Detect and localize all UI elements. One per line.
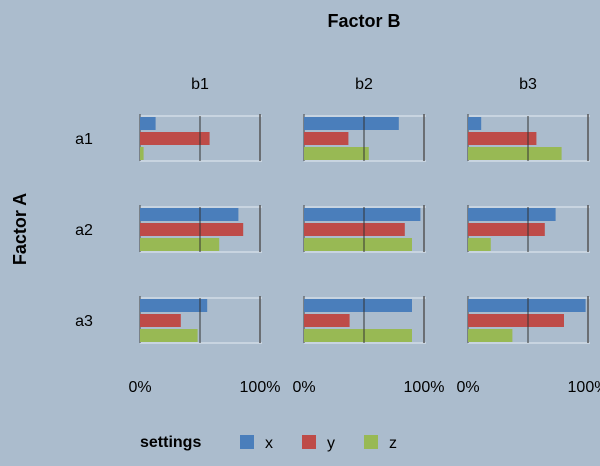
chart-title: Factor B — [327, 11, 400, 31]
bar-a3-b2-x — [304, 299, 412, 312]
panel-a2-b2 — [303, 205, 426, 253]
bar-a1-b1-y — [140, 132, 210, 145]
panel-a2-b3 — [467, 205, 590, 253]
panel-a3-b2 — [303, 296, 426, 344]
bar-a2-b1-z — [140, 238, 220, 251]
column-label-b2: b2 — [355, 76, 373, 93]
legend-swatch-y — [302, 435, 316, 449]
legend-swatch-x — [240, 435, 254, 449]
bar-a3-b3-y — [468, 314, 564, 327]
bar-a2-b2-y — [304, 223, 405, 236]
bar-a2-b3-y — [468, 223, 545, 236]
legend-swatch-z — [364, 435, 378, 449]
column-labels: b1 b2 b3 — [191, 76, 537, 93]
panel-a1-b3 — [467, 114, 590, 162]
bar-a3-b3-z — [468, 329, 513, 342]
bar-a1-b2-y — [304, 132, 349, 145]
bar-a1-b1-z — [140, 147, 144, 160]
row-label-a2: a2 — [75, 222, 93, 239]
bar-a3-b3-x — [468, 299, 586, 312]
legend-label-z: z — [389, 435, 397, 452]
panel-a3-b3 — [467, 296, 590, 344]
row-labels: a1 a2 a3 — [75, 131, 93, 330]
column-label-b1: b1 — [191, 76, 209, 93]
legend: settings x y z — [140, 434, 397, 452]
x-tick-b3-0: 0% — [456, 379, 479, 396]
bar-a2-b3-z — [468, 238, 491, 251]
bar-a3-b1-x — [140, 299, 208, 312]
bar-a3-b1-z — [140, 329, 198, 342]
legend-title: settings — [140, 434, 201, 451]
bar-a3-b2-z — [304, 329, 412, 342]
bar-a1-b2-x — [304, 117, 399, 130]
bar-a2-b3-x — [468, 208, 556, 221]
panel-a2-b1 — [139, 205, 262, 253]
panel-grid — [139, 114, 590, 344]
x-tick-b1-0: 0% — [128, 379, 151, 396]
panel-a3-b1 — [139, 296, 262, 344]
bar-a3-b1-y — [140, 314, 181, 327]
x-tick-b2-0: 0% — [292, 379, 315, 396]
panel-a1-b1 — [139, 114, 262, 162]
bar-a1-b1-x — [140, 117, 156, 130]
panel-a1-b2 — [303, 114, 426, 162]
bar-a1-b2-z — [304, 147, 369, 160]
bar-a3-b2-y — [304, 314, 350, 327]
x-tick-labels: 0% 100% 0% 100% 0% 100% — [128, 379, 600, 396]
legend-label-y: y — [327, 435, 335, 452]
bar-a1-b3-y — [468, 132, 537, 145]
x-tick-b2-1: 100% — [404, 379, 445, 396]
bar-a1-b3-x — [468, 117, 482, 130]
row-factor-label: Factor A — [10, 193, 30, 265]
bar-a2-b1-y — [140, 223, 244, 236]
bar-a2-b2-z — [304, 238, 412, 251]
x-tick-b1-1: 100% — [240, 379, 281, 396]
column-label-b3: b3 — [519, 76, 537, 93]
x-tick-b3-1: 100% — [568, 379, 600, 396]
bar-a1-b3-z — [468, 147, 562, 160]
bar-a2-b1-x — [140, 208, 239, 221]
row-label-a1: a1 — [75, 131, 93, 148]
bar-a2-b2-x — [304, 208, 421, 221]
row-label-a3: a3 — [75, 313, 93, 330]
legend-label-x: x — [265, 435, 273, 452]
